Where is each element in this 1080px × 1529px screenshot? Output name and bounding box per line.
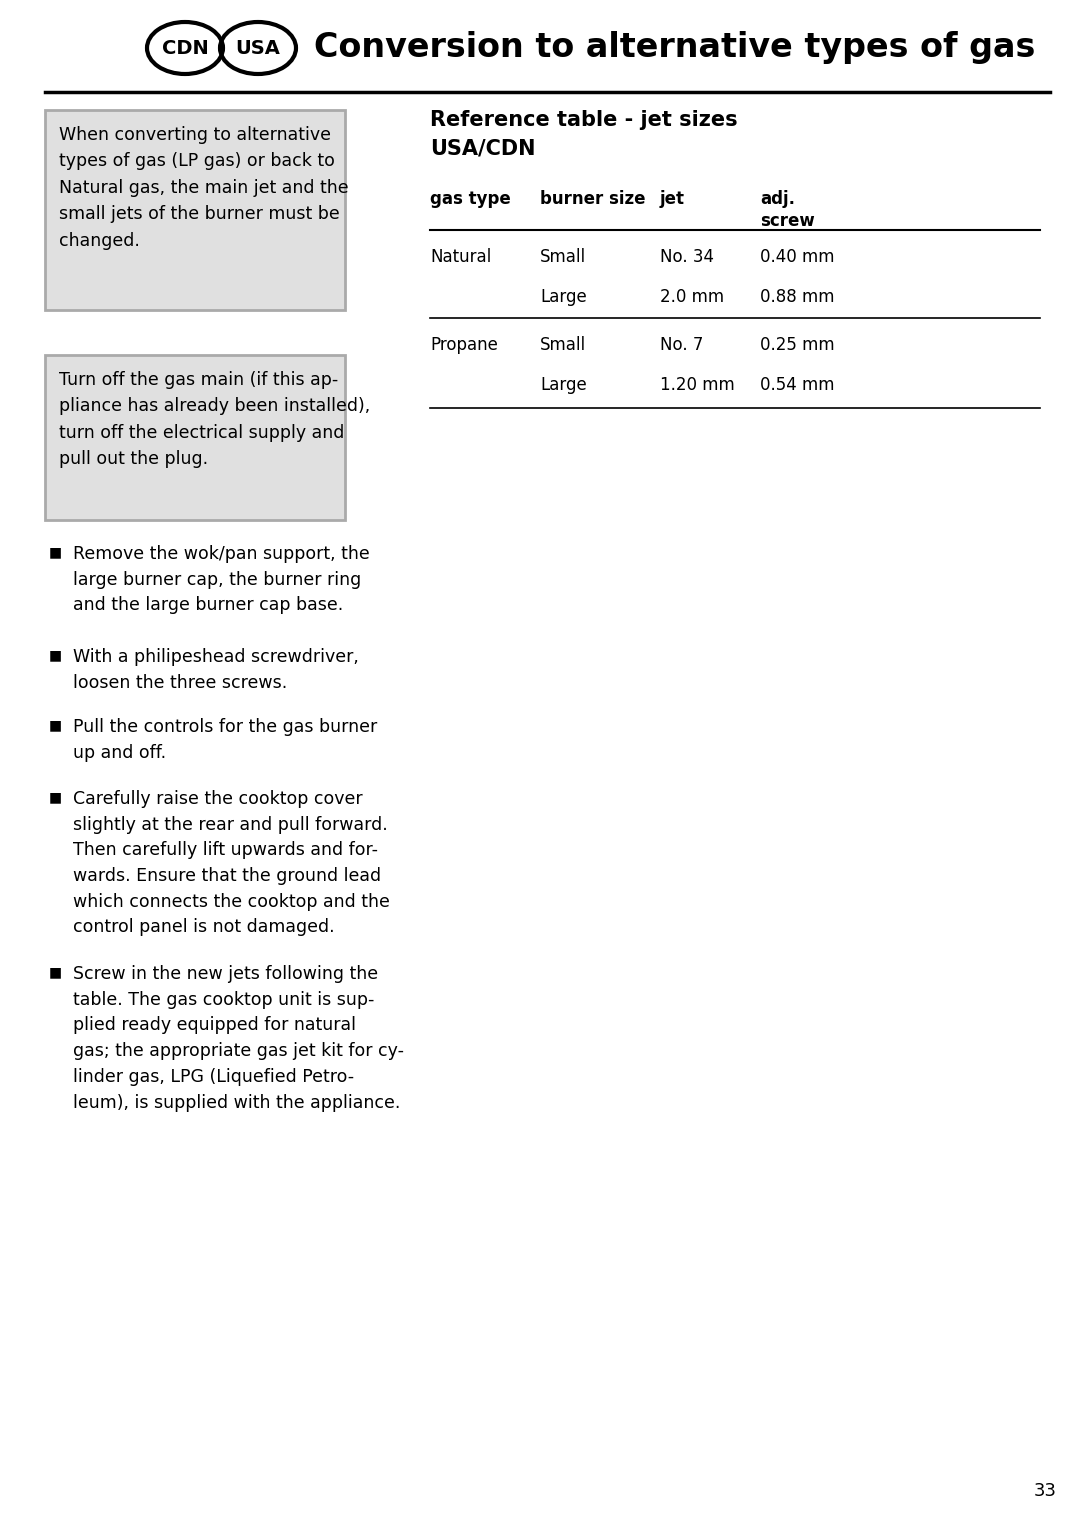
Text: When converting to alternative
types of gas (LP gas) or back to
Natural gas, the: When converting to alternative types of …	[59, 125, 349, 249]
Text: USA: USA	[235, 38, 281, 58]
Text: USA/CDN: USA/CDN	[430, 138, 536, 157]
Text: jet: jet	[660, 190, 685, 208]
Text: burner size: burner size	[540, 190, 646, 208]
Text: Large: Large	[540, 287, 586, 306]
FancyBboxPatch shape	[45, 110, 345, 310]
Text: No. 7: No. 7	[660, 336, 703, 355]
Text: Carefully raise the cooktop cover
slightly at the rear and pull forward.
Then ca: Carefully raise the cooktop cover slight…	[73, 790, 390, 936]
Text: 33: 33	[1034, 1482, 1056, 1500]
Text: Remove the wok/pan support, the
large burner cap, the burner ring
and the large : Remove the wok/pan support, the large bu…	[73, 544, 369, 615]
Text: 0.88 mm: 0.88 mm	[760, 287, 835, 306]
Text: With a philipeshead screwdriver,
loosen the three screws.: With a philipeshead screwdriver, loosen …	[73, 648, 359, 691]
FancyBboxPatch shape	[45, 355, 345, 520]
Text: 0.25 mm: 0.25 mm	[760, 336, 835, 355]
Text: No. 34: No. 34	[660, 248, 714, 266]
Text: ■: ■	[49, 719, 63, 732]
Text: Natural: Natural	[430, 248, 491, 266]
Text: Propane: Propane	[430, 336, 498, 355]
Text: gas type: gas type	[430, 190, 511, 208]
Text: ■: ■	[49, 790, 63, 804]
Text: 2.0 mm: 2.0 mm	[660, 287, 724, 306]
Text: 1.20 mm: 1.20 mm	[660, 376, 734, 394]
Text: Reference table - jet sizes: Reference table - jet sizes	[430, 110, 738, 130]
Text: Pull the controls for the gas burner
up and off.: Pull the controls for the gas burner up …	[73, 719, 377, 761]
Text: Small: Small	[540, 248, 586, 266]
Text: 0.40 mm: 0.40 mm	[760, 248, 835, 266]
Text: Screw in the new jets following the
table. The gas cooktop unit is sup-
plied re: Screw in the new jets following the tabl…	[73, 965, 404, 1112]
Text: Large: Large	[540, 376, 586, 394]
Text: 0.54 mm: 0.54 mm	[760, 376, 835, 394]
Text: CDN: CDN	[162, 38, 208, 58]
Text: Conversion to alternative types of gas: Conversion to alternative types of gas	[314, 32, 1036, 64]
Text: ■: ■	[49, 648, 63, 662]
Text: adj.
screw: adj. screw	[760, 190, 814, 231]
Text: Turn off the gas main (if this ap-
pliance has already been installed),
turn off: Turn off the gas main (if this ap- plian…	[59, 372, 370, 468]
Text: Small: Small	[540, 336, 586, 355]
Text: ■: ■	[49, 965, 63, 979]
Text: ■: ■	[49, 544, 63, 560]
